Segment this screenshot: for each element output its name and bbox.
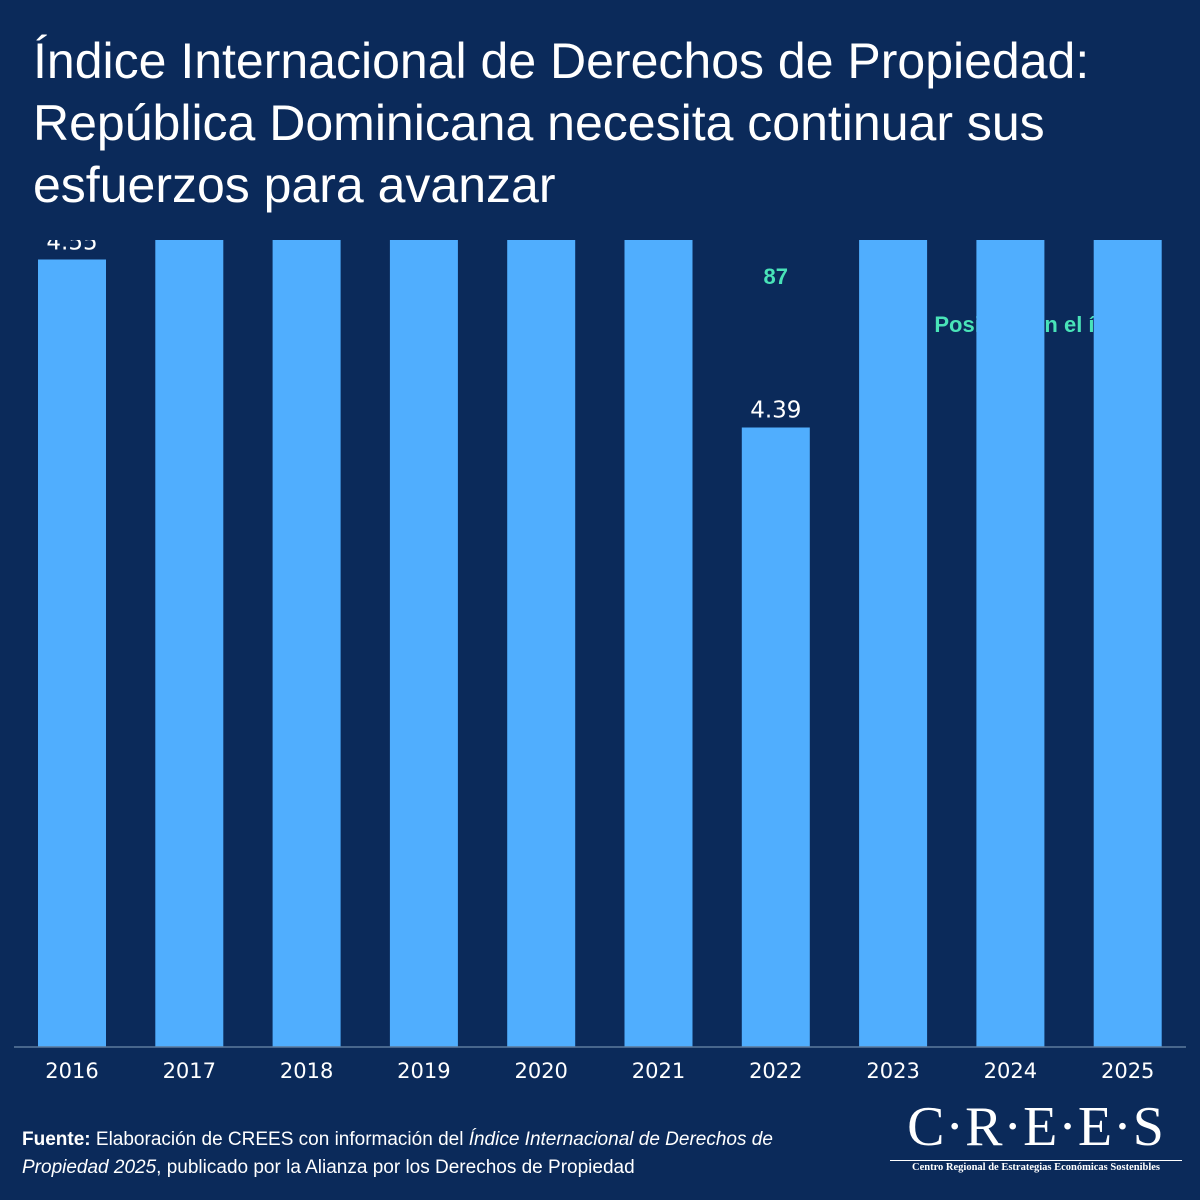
x-tick-2020: 2020 (514, 1059, 567, 1083)
bar-2022 (741, 427, 810, 1047)
title-line-1: Índice Internacional de Derechos de Prop… (33, 33, 1090, 89)
x-tick-2025: 2025 (1101, 1059, 1154, 1083)
x-tick-2023: 2023 (866, 1059, 919, 1083)
source-text-after: , publicado por la Alianza por los Derec… (156, 1157, 635, 1178)
x-tick-2019: 2019 (397, 1059, 450, 1083)
source-italic-title: Índice Internacional de Derechos de Prop… (22, 1129, 773, 1178)
bar-2018 (272, 240, 341, 1047)
x-tick-2024: 2024 (984, 1059, 1037, 1083)
x-tick-2016: 2016 (45, 1059, 98, 1083)
source-text-before: Elaboración de CREES con información del (95, 1129, 469, 1150)
bar-2017 (155, 240, 224, 1047)
value-labels: 4.554.824.844.895.035.014.394.634.714.61 (46, 240, 801, 424)
bar-2023 (859, 240, 928, 1047)
source-label: Fuente: (22, 1129, 91, 1150)
chart-title: Índice Internacional de Derechos de Prop… (33, 30, 1173, 216)
x-tick-2021: 2021 (632, 1059, 685, 1083)
title-line-3: esfuerzos para avanzar (33, 157, 556, 213)
bar-chart: 94838787848387756973 Posición en el índi… (14, 240, 1186, 1083)
bar-2021 (624, 240, 693, 1047)
logo-divider (890, 1160, 1182, 1161)
x-tick-2017: 2017 (163, 1059, 216, 1083)
crees-logo: C·R·E·E·S Centro Regional de Estrategias… (888, 1098, 1184, 1176)
bar-2024 (976, 240, 1045, 1047)
x-tick-2018: 2018 (280, 1059, 333, 1083)
x-tick-2022: 2022 (749, 1059, 802, 1083)
bar-2019 (389, 240, 458, 1047)
source-note: Fuente: Elaboración de CREES con informa… (22, 1126, 842, 1182)
bars (38, 240, 1162, 1047)
logo-wordmark: C·R·E·E·S (907, 1096, 1165, 1158)
value-label-2022: 4.39 (750, 398, 801, 424)
value-label-2016: 4.55 (46, 240, 97, 256)
bar-2016 (38, 259, 106, 1047)
logo-subtitle: Centro Regional de Estrategias Económica… (911, 1162, 1160, 1173)
x-axis-ticks: 2016 2017 2018 2019 2020 2021 2022 2023 2024 2025 (45, 1059, 1154, 1083)
rank-label-2022: 87 (764, 264, 788, 289)
title-line-2: República Dominicana necesita continuar … (33, 95, 1045, 151)
bar-2020 (507, 240, 576, 1047)
bar-2025 (1093, 240, 1162, 1047)
